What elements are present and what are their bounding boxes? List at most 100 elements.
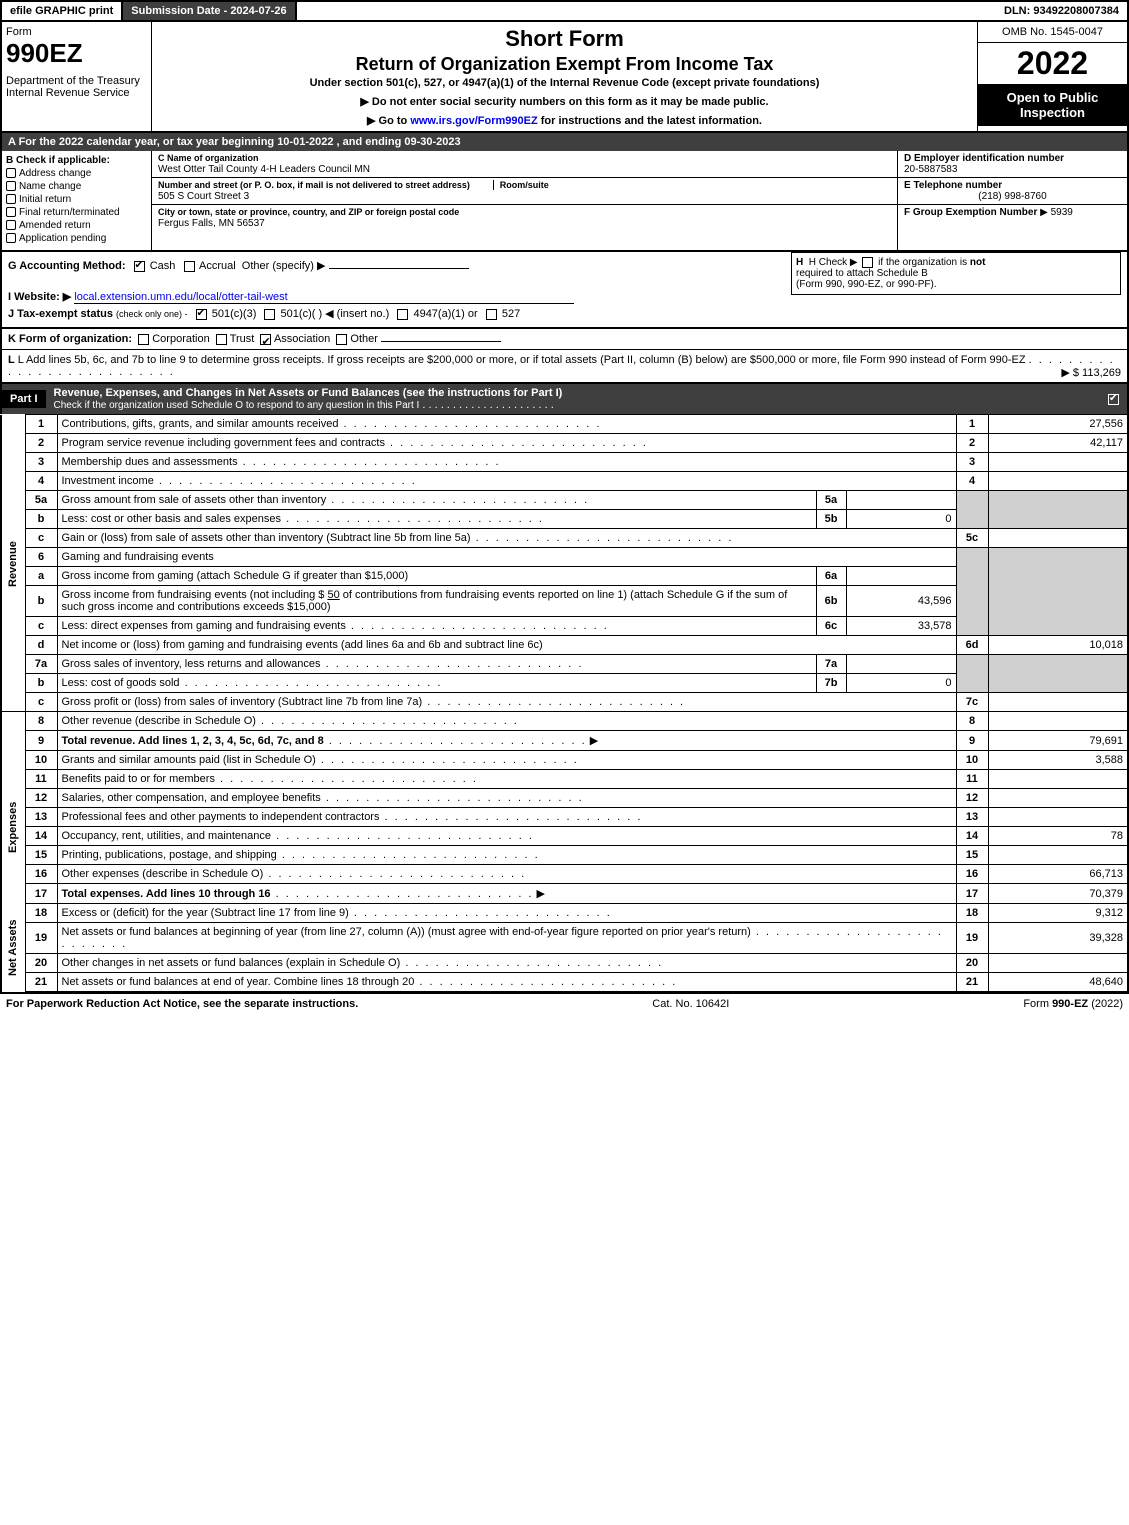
- l11-desc: Benefits paid to or for members: [57, 770, 956, 789]
- addr-value: 505 S Court Street 3: [158, 191, 249, 202]
- l7b-desc: Less: cost of goods sold: [57, 674, 816, 693]
- chk-other[interactable]: [336, 334, 347, 345]
- l20-rbox: 20: [956, 954, 988, 973]
- l8-num: 8: [25, 712, 57, 731]
- g-accrual: Accrual: [199, 260, 236, 272]
- l12-rbox: 12: [956, 789, 988, 808]
- chk-4947[interactable]: [397, 309, 408, 320]
- footer-left: For Paperwork Reduction Act Notice, see …: [6, 998, 358, 1010]
- arrow-line-1: ▶ Do not enter social security numbers o…: [156, 95, 973, 108]
- l2-amt: 42,117: [988, 434, 1128, 453]
- title-short-form: Short Form: [156, 26, 973, 52]
- chk-address-change[interactable]: Address change: [6, 168, 147, 179]
- efile-print-button[interactable]: efile GRAPHIC print: [2, 2, 123, 20]
- form-header: Form 990EZ Department of the Treasury In…: [0, 22, 1129, 133]
- l17-amt: 70,379: [988, 884, 1128, 904]
- l5b-desc: Less: cost or other basis and sales expe…: [57, 510, 816, 529]
- l6a-num: a: [25, 567, 57, 586]
- chk-cash[interactable]: [134, 261, 145, 272]
- chk-initial-return[interactable]: Initial return: [6, 194, 147, 205]
- l-text: L Add lines 5b, 6c, and 7b to line 9 to …: [18, 354, 1026, 366]
- open-inspection: Open to Public Inspection: [978, 84, 1127, 126]
- g-other: Other (specify) ▶: [242, 260, 326, 272]
- l6b-num: b: [25, 586, 57, 617]
- arrow2-pre: ▶ Go to: [367, 115, 410, 127]
- col-c: C Name of organization West Otter Tail C…: [152, 151, 897, 250]
- l2-num: 2: [25, 434, 57, 453]
- chk-application-pending[interactable]: Application pending: [6, 233, 147, 244]
- vlabel-rev2: [1, 712, 25, 751]
- j-o3: 4947(a)(1) or: [413, 308, 477, 320]
- chk-527[interactable]: [486, 309, 497, 320]
- l4-desc: Investment income: [57, 472, 956, 491]
- l3-num: 3: [25, 453, 57, 472]
- l7c-num: c: [25, 693, 57, 712]
- l11-rbox: 11: [956, 770, 988, 789]
- addr-label: Number and street (or P. O. box, if mail…: [158, 180, 470, 190]
- website-link[interactable]: local.extension.umn.edu/local/otter-tail…: [74, 291, 574, 304]
- chk-part1-schedule-o[interactable]: [1108, 394, 1119, 405]
- l18-desc: Excess or (deficit) for the year (Subtra…: [57, 904, 956, 923]
- k-corp: Corporation: [152, 333, 209, 345]
- phone-label: E Telephone number: [904, 180, 1002, 191]
- l7ab-shade: [956, 655, 988, 693]
- section-l: L L Add lines 5b, 6c, and 7b to line 9 t…: [0, 349, 1129, 384]
- l-amt: ▶ $ 113,269: [1061, 366, 1121, 379]
- l6b-sl: 6b: [816, 586, 846, 617]
- chk-accrual[interactable]: [184, 261, 195, 272]
- l21-rbox: 21: [956, 973, 988, 992]
- l19-amt: 39,328: [988, 923, 1128, 954]
- page-footer: For Paperwork Reduction Act Notice, see …: [0, 992, 1129, 1014]
- ein-label: D Employer identification number: [904, 153, 1064, 164]
- l6b-desc: Gross income from fundraising events (no…: [57, 586, 816, 617]
- g-other-input[interactable]: [329, 268, 469, 269]
- l21-desc: Net assets or fund balances at end of ye…: [57, 973, 956, 992]
- submission-date-button[interactable]: Submission Date - 2024-07-26: [123, 2, 296, 20]
- section-k: K Form of organization: Corporation Trus…: [0, 328, 1129, 349]
- chk-h[interactable]: [862, 257, 873, 268]
- header-right: OMB No. 1545-0047 2022 Open to Public In…: [977, 22, 1127, 131]
- arrow2-post: for instructions and the latest informat…: [538, 115, 762, 127]
- org-name: West Otter Tail County 4-H Leaders Counc…: [158, 164, 370, 175]
- header-left: Form 990EZ Department of the Treasury In…: [2, 22, 152, 131]
- address-cell: Number and street (or P. O. box, if mail…: [152, 178, 897, 205]
- chk-501c3[interactable]: [196, 309, 207, 320]
- part1-header: Part I Revenue, Expenses, and Changes in…: [0, 384, 1129, 414]
- l5a-desc: Gross amount from sale of assets other t…: [57, 491, 816, 510]
- l5c-desc: Gain or (loss) from sale of assets other…: [57, 529, 956, 548]
- k-other-input[interactable]: [381, 341, 501, 342]
- l19-num: 19: [25, 923, 57, 954]
- chk-trust[interactable]: [216, 334, 227, 345]
- l9-desc: Total revenue. Add lines 1, 2, 3, 4, 5c,…: [57, 731, 956, 751]
- l11-amt: [988, 770, 1128, 789]
- group-value: ▶ 5939: [1040, 207, 1073, 218]
- footer-right: Form 990-EZ (2022): [1023, 998, 1123, 1010]
- city-cell: City or town, state or province, country…: [152, 205, 897, 231]
- col-def: D Employer identification number 20-5887…: [897, 151, 1127, 250]
- l21-num: 21: [25, 973, 57, 992]
- l10-amt: 3,588: [988, 751, 1128, 770]
- l6c-sv: 33,578: [846, 617, 956, 636]
- l7a-desc: Gross sales of inventory, less returns a…: [57, 655, 816, 674]
- l9-num: 9: [25, 731, 57, 751]
- chk-amended-return[interactable]: Amended return: [6, 220, 147, 231]
- l5a-sv: [846, 491, 956, 510]
- l12-num: 12: [25, 789, 57, 808]
- l15-num: 15: [25, 846, 57, 865]
- l6d-amt: 10,018: [988, 636, 1128, 655]
- vlabel-revenue: Revenue: [1, 415, 25, 712]
- j-label: J Tax-exempt status: [8, 308, 113, 320]
- irs-link[interactable]: www.irs.gov/Form990EZ: [410, 115, 537, 127]
- chk-501c[interactable]: [264, 309, 275, 320]
- l6-shade-amt: [988, 548, 1128, 636]
- chk-final-return[interactable]: Final return/terminated: [6, 207, 147, 218]
- col-b-header: B Check if applicable:: [6, 155, 147, 166]
- l7a-num: 7a: [25, 655, 57, 674]
- chk-name-change[interactable]: Name change: [6, 181, 147, 192]
- l14-amt: 78: [988, 827, 1128, 846]
- part1-table: Revenue 1 Contributions, gifts, grants, …: [0, 414, 1129, 992]
- l5c-rbox: 5c: [956, 529, 988, 548]
- chk-assoc[interactable]: ✔: [260, 334, 271, 345]
- chk-corp[interactable]: [138, 334, 149, 345]
- section-a: A For the 2022 calendar year, or tax yea…: [0, 133, 1129, 151]
